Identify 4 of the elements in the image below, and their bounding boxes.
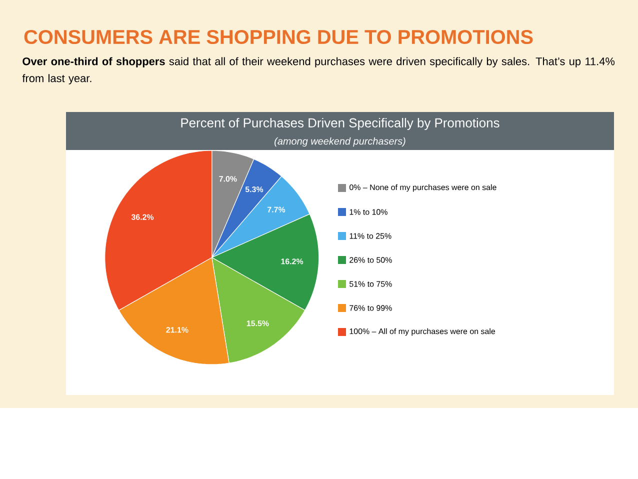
chart-title: CONSUMERS ARE SHOPPING DUE TO PROMOTIONS — [24, 30, 533, 44]
text: Over one-third of shoppers said that all of their weekend purchases were driven specifically by sales. That’s up 11.4% from last year. — [22, 57, 615, 84]
text: (among weekend purchasers) — [274, 137, 406, 147]
text: Percent of Purchases Driven Specifically by Promotions — [181, 118, 500, 130]
